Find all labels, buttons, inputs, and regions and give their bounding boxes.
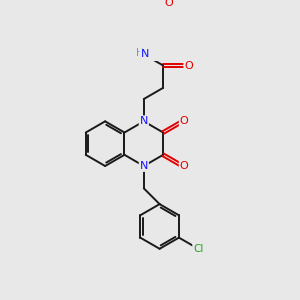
Text: O: O — [180, 116, 188, 126]
Text: O: O — [165, 0, 173, 8]
Text: Cl: Cl — [193, 244, 203, 254]
Text: N: N — [140, 161, 148, 171]
Text: N: N — [140, 116, 148, 126]
Text: H: H — [136, 48, 144, 58]
Text: N: N — [140, 49, 149, 59]
Text: O: O — [180, 161, 188, 171]
Text: O: O — [184, 61, 193, 70]
